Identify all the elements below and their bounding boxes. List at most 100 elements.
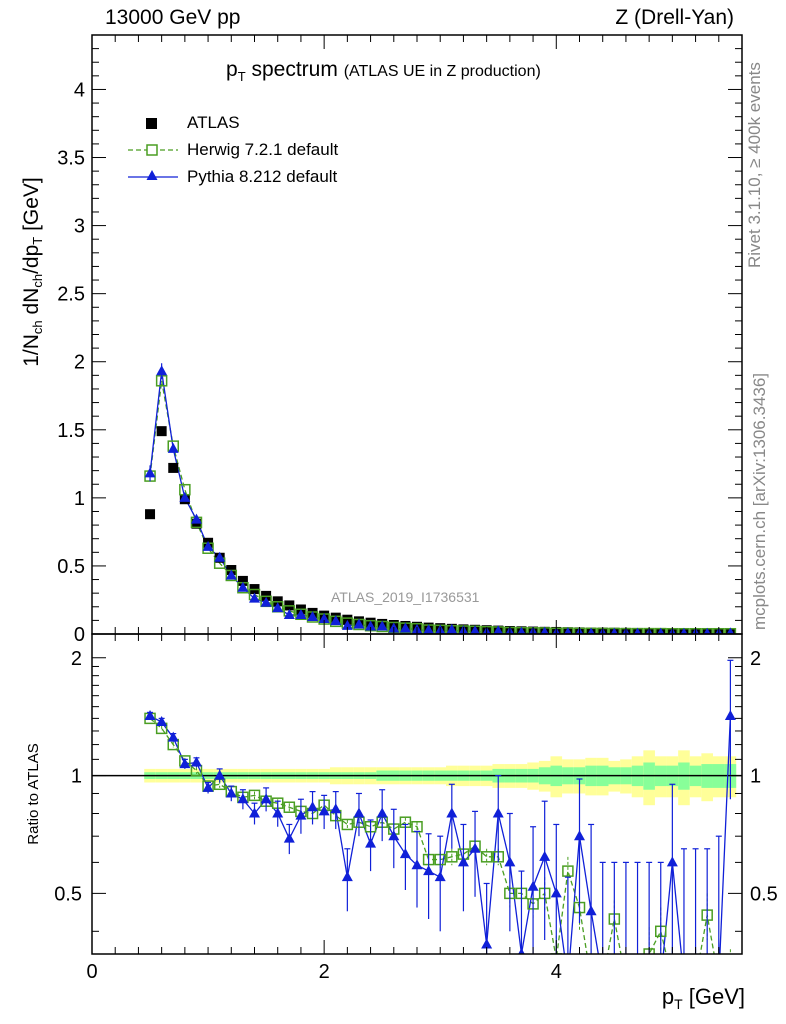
herwig-ratio-point: [633, 975, 643, 985]
pythia-ratio-point: [307, 801, 319, 812]
watermark: ATLAS_2019_I1736531: [331, 589, 480, 605]
main-ylabel: 1/Nch dNch/dpT [GeV]: [20, 177, 45, 367]
legend-herwig-label: Herwig 7.2.1 default: [187, 140, 339, 159]
pythia-point: [446, 623, 458, 634]
herwig-ratio-point: [598, 975, 608, 985]
pythia-ratio-point: [492, 807, 504, 818]
pythia-ratio-point: [434, 871, 446, 882]
pythia-point: [726, 627, 735, 634]
ratio-xtick-label: 4: [551, 961, 562, 983]
pythia-ratio-point: [249, 807, 260, 818]
pythia-point: [540, 626, 549, 634]
pythia-ratio-point: [295, 809, 307, 820]
pythia-ratio-point: [713, 974, 724, 984]
pythia-ratio-point: [179, 758, 191, 769]
ylabel-part: T: [30, 237, 45, 245]
pythia-point: [295, 608, 307, 619]
pythia-point: [657, 627, 665, 634]
legend-atlas-marker: [146, 118, 157, 129]
main-ytick-label: 2: [74, 352, 85, 374]
atlas-point: [168, 462, 179, 473]
pythia-ratio-point: [457, 856, 469, 867]
herwig-ratio-point: [411, 820, 423, 833]
ratio-ytick-label: 2: [71, 648, 82, 670]
pythia-ratio-point: [144, 709, 156, 720]
pythia-ratio-point: [376, 807, 388, 818]
pythia-point: [399, 622, 411, 633]
pythia-ratio-point: [585, 905, 597, 916]
pythia-point: [587, 627, 595, 634]
pythia-ratio-point: [655, 974, 666, 984]
xlabel-part: T: [674, 996, 683, 1012]
legend-atlas-label: ATLAS: [187, 113, 240, 132]
ratio-ylabel: Ratio to ATLAS: [25, 743, 42, 844]
pythia-point: [307, 610, 319, 621]
pythia-ratio-point: [272, 807, 284, 818]
atlas-point: [156, 426, 167, 437]
herwig-ratio-point: [621, 975, 631, 985]
pythia-point: [260, 596, 272, 607]
pythia-point: [564, 627, 572, 634]
ratio-ytick-label-right: 2: [750, 648, 761, 670]
herwig-ratio-point: [446, 851, 458, 863]
pythia-point: [610, 627, 618, 634]
ratio-ytick-label-right: 0.5: [750, 883, 778, 905]
ratio-ytick-label-right: 1: [750, 766, 761, 788]
title-rest: spectrum: [245, 58, 338, 81]
xlabel-part: p: [662, 984, 674, 1009]
main-ytick-label: 0.5: [57, 556, 85, 578]
pythia-ratio-point: [504, 856, 516, 867]
main-ytick-label: 0: [74, 624, 85, 646]
herwig-ratio-point: [562, 865, 574, 877]
legend-pythia-marker: [146, 170, 158, 180]
pythia-point: [341, 619, 353, 630]
main-ytick-label: 4: [74, 79, 85, 101]
herwig-ratio-point: [586, 975, 596, 985]
pythia-point: [249, 592, 260, 603]
pythia-ratio-point: [446, 807, 458, 818]
pythia-point: [423, 624, 435, 634]
pythia-point: [470, 625, 480, 634]
ylabel-part: ch: [30, 320, 45, 334]
pythia-point: [680, 627, 688, 634]
side-site: mcplots.cern.ch [arXiv:1306.3436]: [750, 372, 769, 630]
pythia-point: [202, 540, 214, 551]
title-sub: T: [237, 69, 246, 85]
pythia-point: [190, 513, 202, 524]
herwig-ratio-point: [480, 851, 493, 863]
pythia-ratio-point: [666, 856, 678, 867]
pythia-ratio-point: [156, 716, 168, 727]
ylabel-part: ch: [30, 274, 45, 288]
pythia-ratio-point: [237, 793, 249, 804]
ratio-xtick-label: 0: [86, 961, 97, 983]
ylabel-part: [GeV]: [20, 177, 43, 237]
main-ytick-label: 2.5: [57, 284, 85, 306]
atlas-point: [191, 518, 202, 529]
ylabel-part: /dp: [20, 245, 43, 274]
pythia-ratio-point: [678, 974, 689, 984]
pythia-ratio-point: [318, 805, 330, 816]
pythia-ratio-point: [423, 865, 435, 876]
pythia-ratio-point: [469, 842, 481, 853]
pythia-ratio-point: [388, 830, 400, 841]
pythia-point: [330, 615, 342, 626]
herwig-ratio-point: [248, 789, 261, 802]
pythia-point: [283, 608, 295, 619]
pythia-ratio-point: [644, 974, 655, 984]
main-ytick-label: 3: [74, 216, 85, 238]
pythia-ratio-point: [702, 974, 713, 984]
pythia-ratio-point: [190, 756, 202, 767]
pythia-ratio-point: [609, 974, 620, 984]
title-p: p: [226, 58, 238, 81]
header-energy: 13000 GeV pp: [105, 6, 241, 29]
pythia-ratio-point: [330, 803, 342, 814]
pythia-ratio-point: [620, 974, 631, 984]
pythia-ratio-point: [574, 830, 585, 841]
pythia-ratio-point: [341, 871, 353, 882]
pythia-ratio-point: [225, 787, 237, 798]
pythia-point: [214, 551, 226, 562]
pythia-ratio-point: [283, 832, 295, 843]
pythia-point: [365, 620, 377, 631]
ylabel-part: dN: [20, 288, 43, 321]
pythia-point: [225, 569, 237, 580]
